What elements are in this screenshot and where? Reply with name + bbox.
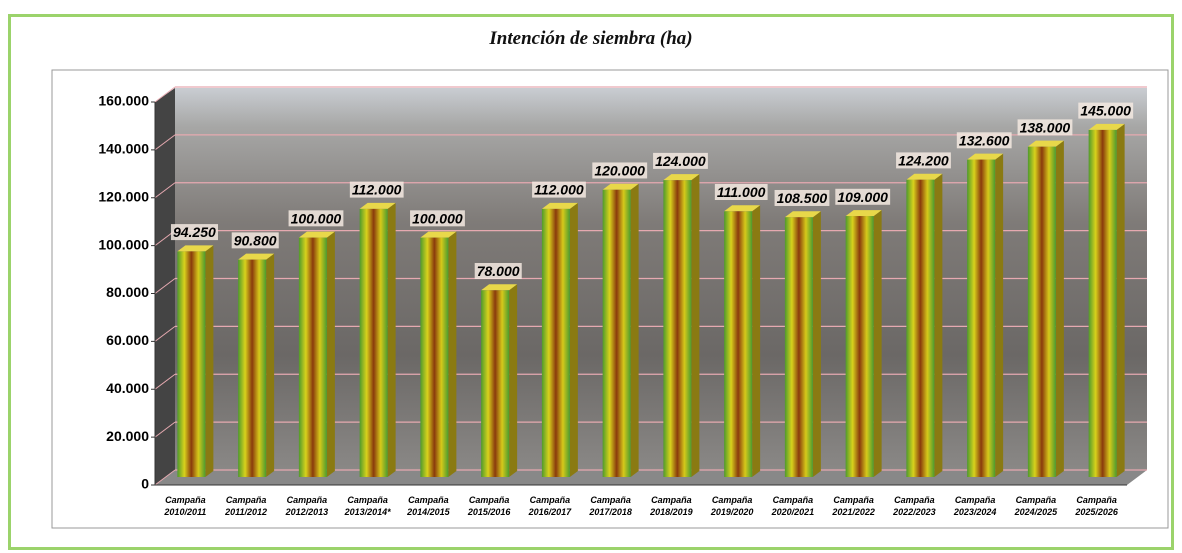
x-tick-label: Campaña 2025/2026 (1067, 494, 1127, 518)
bar (663, 180, 691, 477)
bar-side (1056, 141, 1064, 477)
bar-side (752, 205, 760, 477)
y-tick-label: 140.000 (98, 141, 149, 157)
value-label: 138.000 (1020, 119, 1071, 135)
bar-side (388, 203, 396, 477)
value-label: 94.250 (173, 224, 216, 240)
bar (1089, 130, 1117, 477)
y-tick-label: 20.000 (106, 428, 149, 444)
y-tick-label: 80.000 (106, 284, 149, 300)
value-label: 100.000 (412, 210, 463, 226)
x-tick-label: Campaña 2022/2023 (884, 494, 944, 518)
value-label: 108.500 (777, 190, 828, 206)
bar-side (874, 210, 882, 477)
bar-side (631, 184, 639, 477)
x-tick-label: Campaña 2018/2019 (641, 494, 701, 518)
value-label: 124.200 (898, 152, 949, 168)
y-tick-label: 120.000 (98, 188, 149, 204)
bar (967, 160, 995, 477)
value-label: 112.000 (534, 182, 584, 198)
bar (785, 217, 813, 477)
value-label: 100.000 (291, 210, 342, 226)
x-tick-label: Campaña 2023/2024 (945, 494, 1005, 518)
bar (481, 290, 509, 477)
bar-side (1117, 124, 1125, 477)
x-tick-label: Campaña 2017/2018 (581, 494, 641, 518)
x-tick-label: Campaña 2020/2021 (763, 494, 823, 518)
y-tick-label: 60.000 (106, 332, 149, 348)
bar (177, 251, 205, 477)
value-label: 78.000 (477, 263, 520, 279)
value-label: 112.000 (352, 182, 402, 198)
y-tick-label: 160.000 (98, 93, 149, 109)
x-tick-label: Campaña 2011/2012 (216, 494, 276, 518)
bar-side (509, 284, 517, 477)
bar-side (570, 203, 578, 477)
x-tick-label: Campaña 2015/2016 (459, 494, 519, 518)
bar-side (266, 254, 274, 477)
y-tick-label: 0 (141, 476, 149, 492)
bar (420, 238, 448, 477)
bar (238, 260, 266, 477)
bar-side (691, 174, 699, 477)
page: Intención de siembra (ha) 020.00040.0006… (0, 0, 1182, 553)
bar (724, 211, 752, 477)
y-tick-label: 100.000 (98, 236, 149, 252)
x-tick-label: Campaña 2019/2020 (702, 494, 762, 518)
x-tick-label: Campaña 2021/2022 (824, 494, 884, 518)
bar-side (448, 232, 456, 477)
y-tick-label: 40.000 (106, 380, 149, 396)
x-tick-label: Campaña 2014/2015 (398, 494, 458, 518)
bar (846, 216, 874, 477)
value-label: 120.000 (594, 162, 645, 178)
x-tick-label: Campaña 2013/2014* (338, 494, 398, 518)
value-label: 124.000 (655, 153, 706, 169)
value-label: 90.800 (234, 232, 277, 248)
bar-side (205, 245, 213, 477)
bar-side (327, 232, 335, 477)
value-label: 132.600 (959, 132, 1010, 148)
value-label: 145.000 (1080, 103, 1131, 119)
bar (299, 238, 327, 477)
bar-side (995, 154, 1003, 477)
x-tick-label: Campaña 2024/2025 (1006, 494, 1066, 518)
x-tick-label: Campaña 2016/2017 (520, 494, 580, 518)
bar (603, 190, 631, 477)
x-tick-label: Campaña 2010/2011 (155, 494, 215, 518)
value-label: 111.000 (717, 184, 766, 200)
value-label: 109.000 (837, 189, 888, 205)
bar-side (934, 174, 942, 477)
bar (542, 209, 570, 477)
x-tick-label: Campaña 2012/2013 (277, 494, 337, 518)
bar-side (813, 211, 821, 477)
bar (906, 180, 934, 477)
bar (1028, 147, 1056, 477)
bar (360, 209, 388, 477)
chart: 0 20.000 40.000 60.000 80.000 100.000 120.000 1… (0, 0, 1182, 553)
